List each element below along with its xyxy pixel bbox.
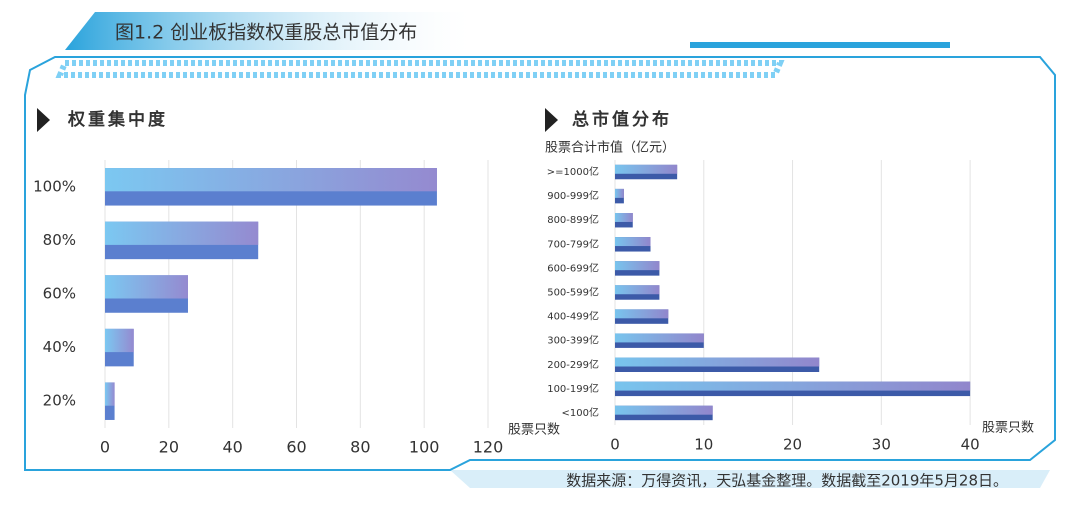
bar-highlight <box>615 285 660 295</box>
page-title: 图1.2 创业板指数权重股总市值分布 <box>115 22 417 44</box>
x-tick-label: 40 <box>222 438 242 457</box>
y-tick-label: 20% <box>43 392 76 410</box>
bar-highlight <box>615 357 820 367</box>
x-tick-label: 10 <box>694 436 713 454</box>
title-banner <box>65 12 470 50</box>
bar-highlight <box>615 213 633 222</box>
x-tick-label: 100 <box>409 438 440 457</box>
x-tick-label: 20 <box>159 438 179 457</box>
x-tick-label: 0 <box>610 436 620 454</box>
x-tick-label: 0 <box>100 438 110 457</box>
y-tick-label: 900-999亿 <box>547 189 599 202</box>
bar-highlight <box>615 237 651 247</box>
y-tick-label: 500-599亿 <box>547 286 599 299</box>
y-tick-label: <100亿 <box>562 406 599 419</box>
y-tick-label: 600-699亿 <box>547 261 599 274</box>
x-tick-label: 120 <box>473 438 504 457</box>
x-tick-label: 80 <box>350 438 370 457</box>
marker <box>37 108 50 132</box>
source-banner <box>450 470 1050 488</box>
bar-highlight <box>615 188 624 198</box>
chart-subtitle: 权重集中度 <box>67 109 168 130</box>
bar-highlight <box>105 382 115 406</box>
y-tick-label: 40% <box>43 338 76 356</box>
y-tick-label: 100% <box>33 177 76 195</box>
bar-highlight <box>105 168 437 192</box>
bar-highlight <box>615 333 704 343</box>
x-tick-label: 20 <box>783 436 802 454</box>
y-tick-label: 700-799亿 <box>547 237 599 250</box>
bar-highlight <box>615 405 713 415</box>
marker <box>545 108 558 132</box>
x-tick-label: 30 <box>872 436 891 454</box>
chevrons <box>55 60 785 78</box>
y-tick-label: >=1000亿 <box>547 165 599 178</box>
bar-highlight <box>105 328 134 353</box>
x-tick-label: 60 <box>286 438 306 457</box>
x-tick-label: 40 <box>961 436 980 454</box>
y-tick-label: 80% <box>43 231 76 249</box>
bar-highlight <box>615 309 669 319</box>
deco-bar <box>690 42 950 48</box>
bar-highlight <box>615 381 971 391</box>
x-axis-label: 股票只数 <box>508 423 560 438</box>
bar-highlight <box>105 221 259 245</box>
y-tick-label: 200-299亿 <box>547 358 599 371</box>
y-axis-label: 股票合计市值（亿元） <box>545 140 675 156</box>
y-tick-label: 60% <box>43 285 76 303</box>
bar-highlight <box>615 164 678 174</box>
y-tick-label: 400-499亿 <box>547 310 599 323</box>
x-axis-label: 股票只数 <box>982 421 1034 436</box>
frame <box>24 56 1056 471</box>
y-tick-label: 100-199亿 <box>547 382 599 395</box>
source: 数据来源：万得资讯，天弘基金整理。数据截至2019年5月28日。 <box>566 472 1008 490</box>
bar-highlight <box>615 261 660 271</box>
y-tick-label: 300-399亿 <box>547 334 599 347</box>
y-tick-label: 800-899亿 <box>547 213 599 226</box>
bar-highlight <box>105 275 188 299</box>
chart-subtitle: 总市值分布 <box>572 109 672 130</box>
